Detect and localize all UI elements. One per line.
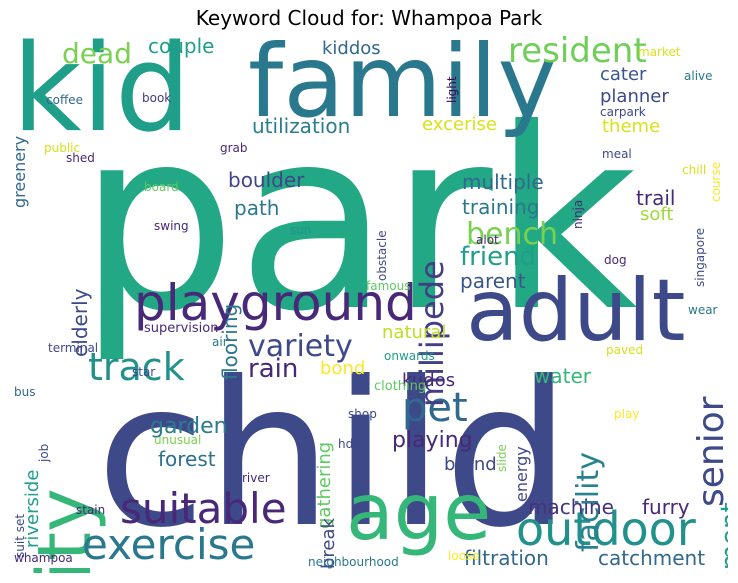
word-stain: stain <box>76 503 106 517</box>
word-exercise: exercise <box>82 520 256 569</box>
word-friend: friend <box>460 242 537 272</box>
word-water: water <box>534 364 591 388</box>
word-track: track <box>88 345 185 389</box>
word-natural: natural <box>382 322 447 343</box>
word-family: family <box>248 36 557 140</box>
word-wear: wear <box>688 303 718 317</box>
word-child: child <box>96 339 571 572</box>
word-public: public <box>44 141 81 155</box>
word-bench: bench <box>466 217 559 252</box>
word-alot: alot <box>476 233 499 247</box>
word-trail: trail <box>636 186 676 210</box>
word-couple: couple <box>148 36 215 58</box>
word-catchment: catchment <box>598 546 706 570</box>
word-light: light <box>445 76 459 103</box>
word-carpark: carpark <box>600 105 646 119</box>
word-pet: pet <box>402 385 468 431</box>
word-dead: dead <box>62 37 132 70</box>
word-supervision: supervision <box>144 321 219 336</box>
word-book: book <box>142 91 172 105</box>
word-loose: loose <box>448 549 480 563</box>
word-onwards: onwards <box>384 349 435 363</box>
word-coffee: coffee <box>46 93 83 107</box>
word-greenery: greenery <box>14 135 29 208</box>
word-slide: slide <box>495 444 509 472</box>
word-sun: sun <box>290 223 312 237</box>
word-meal: meal <box>602 147 632 161</box>
word-garden: garden <box>150 414 228 439</box>
word-senior: senior <box>691 396 728 507</box>
word-kudos: kudos <box>402 370 456 391</box>
word-furry: furry <box>642 495 690 519</box>
word-famous: famous <box>366 279 411 293</box>
word-brand: brand <box>444 454 497 475</box>
word-energy: energy <box>512 446 531 502</box>
word-machine: machine <box>528 495 614 519</box>
word-bus: bus <box>14 385 36 399</box>
word-filtration: filtration <box>464 546 549 570</box>
word-dog: dog <box>604 253 627 267</box>
word-singapore: singapore <box>693 227 707 287</box>
word-board: board <box>144 180 179 194</box>
word-path: path <box>234 196 280 220</box>
word-alive: alive <box>684 69 713 83</box>
word-boulder: boulder <box>228 168 305 192</box>
word-park: park <box>78 75 638 366</box>
word-kid: kid <box>14 36 192 159</box>
word-job: job <box>37 443 51 462</box>
word-kiddos: kiddos <box>322 38 381 59</box>
word-ninja: ninja <box>571 199 585 229</box>
word-gathering: gathering <box>314 441 335 529</box>
word-soft: soft <box>640 204 674 225</box>
word-obstacle: obstacle <box>375 230 389 281</box>
word-whampoa: whampoa <box>14 551 73 565</box>
word-course: course <box>709 161 723 202</box>
word-air: air <box>212 335 228 349</box>
word-rain: rain <box>248 354 299 384</box>
word-playground: playground <box>134 274 417 332</box>
word-grab: grab <box>220 141 248 155</box>
word-neighbourhood: neighbourhood <box>308 555 399 569</box>
chart-title: Keyword Cloud for: Whampoa Park <box>195 6 543 30</box>
word-forest: forest <box>158 447 216 471</box>
word-star: star <box>132 365 156 379</box>
word-unusual: unusual <box>154 433 202 447</box>
word-utilization: utilization <box>252 114 351 138</box>
word-excerise: excerise <box>422 114 497 135</box>
word-resident: resident <box>508 36 647 71</box>
word-play: play <box>614 407 640 421</box>
word-paved: paved <box>606 343 644 357</box>
word-equipment: equipment <box>716 502 728 573</box>
word-outdoor: outdoor <box>516 502 696 556</box>
word-river: river <box>242 471 270 485</box>
word-cloud: parkchildkidfamilyactivityadultageplaygr… <box>14 36 728 573</box>
word-cater: cater <box>600 64 647 85</box>
word-variety: variety <box>248 329 353 364</box>
word-market: market <box>638 45 681 59</box>
word-age: age <box>346 468 492 558</box>
word-clothing: clothing <box>374 379 427 394</box>
word-planner: planner <box>600 86 669 107</box>
word-suitable: suitable <box>120 484 287 533</box>
word-hdb: hdb <box>338 437 361 451</box>
word-swing: swing <box>154 219 189 233</box>
word-terminal: terminal <box>48 341 99 355</box>
word-bond: bond <box>320 358 366 379</box>
word-shed: shed <box>66 151 95 165</box>
word-chill: chill <box>682 163 707 177</box>
word-theme: theme <box>602 116 661 137</box>
word-multiple: multiple <box>462 170 544 194</box>
word-playing: playing <box>392 428 473 453</box>
word-shop: shop <box>348 407 377 421</box>
word-adult: adult <box>466 261 686 361</box>
word-training: training <box>462 195 540 219</box>
word-parent: parent <box>460 269 526 293</box>
